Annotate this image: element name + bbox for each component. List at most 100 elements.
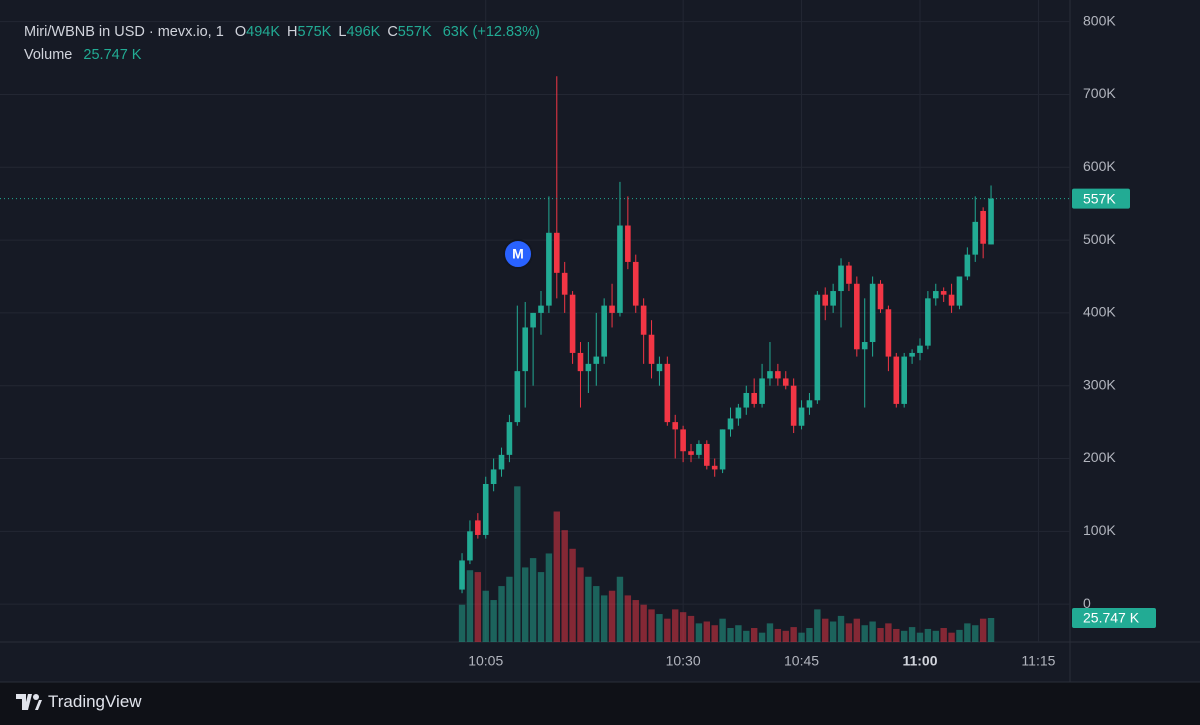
volume-bar bbox=[822, 618, 829, 642]
ohlc-value: 557K bbox=[397, 24, 432, 40]
y-tick-label: 100K bbox=[1083, 522, 1116, 538]
volume-bar bbox=[837, 615, 845, 642]
candle-body bbox=[822, 294, 829, 306]
x-tick-label: 11:15 bbox=[1021, 653, 1055, 669]
volume-bar bbox=[727, 628, 734, 642]
candle-body bbox=[838, 265, 844, 292]
volume-pane bbox=[458, 486, 995, 642]
candle-body bbox=[506, 422, 513, 455]
y-tick-label: 800K bbox=[1083, 12, 1116, 28]
y-tick-label: 600K bbox=[1083, 158, 1116, 174]
x-tick-label: 10:05 bbox=[468, 653, 503, 669]
change-value: 63K (+12.83%) bbox=[442, 24, 540, 40]
candle-body bbox=[972, 221, 979, 255]
volume-bar bbox=[829, 621, 837, 642]
volume-bar bbox=[893, 628, 900, 642]
ohlc-key: C bbox=[387, 24, 398, 40]
volume-bar bbox=[632, 600, 639, 642]
volume-bar bbox=[758, 632, 766, 642]
candle-body bbox=[775, 371, 781, 379]
volume-bar bbox=[964, 623, 971, 642]
y-tick-label: 200K bbox=[1083, 449, 1116, 465]
candle-body bbox=[767, 371, 773, 379]
volume-bar bbox=[979, 618, 987, 642]
volume-bar bbox=[869, 621, 876, 642]
candle-body bbox=[482, 484, 489, 535]
volume-bar bbox=[806, 628, 813, 642]
ohlc-key: O bbox=[234, 24, 247, 40]
volume-bar bbox=[735, 625, 742, 642]
volume-bar bbox=[600, 595, 608, 642]
volume-bar bbox=[940, 628, 947, 642]
brand-name: TradingView bbox=[48, 692, 142, 711]
candle-body bbox=[530, 312, 536, 328]
candle-body bbox=[743, 392, 750, 408]
y-tick-label: 700K bbox=[1083, 85, 1116, 101]
volume-bar bbox=[932, 630, 939, 642]
candle-body bbox=[735, 407, 742, 419]
candle-body bbox=[648, 334, 655, 364]
volume-bar bbox=[522, 567, 529, 642]
volume-bar bbox=[790, 627, 797, 642]
candle-body bbox=[522, 327, 529, 372]
volume-bar bbox=[908, 627, 916, 642]
volume-bar bbox=[529, 558, 537, 642]
volume-bar bbox=[877, 628, 884, 642]
overlay: 557K 25.747 K M bbox=[0, 188, 1156, 628]
volume-bar bbox=[861, 625, 868, 642]
volume-bar bbox=[593, 586, 600, 642]
candle-body bbox=[956, 276, 963, 306]
candle-body bbox=[475, 520, 481, 535]
candle-body bbox=[490, 469, 497, 484]
candle-body bbox=[672, 422, 679, 430]
candle-body bbox=[909, 352, 915, 357]
candle-body bbox=[538, 305, 544, 313]
candle-body bbox=[656, 363, 663, 372]
candle-body bbox=[759, 378, 765, 404]
candle-body bbox=[869, 283, 876, 343]
chart-background bbox=[0, 0, 1200, 682]
volume-bar bbox=[553, 511, 560, 642]
ohlc-legend: O494K H575K L496K C557K bbox=[228, 24, 432, 40]
volume-bar bbox=[814, 609, 821, 642]
volume-bar bbox=[987, 617, 995, 642]
event-marker bbox=[503, 239, 533, 269]
volume-bar bbox=[498, 586, 505, 642]
volume-bar bbox=[664, 618, 671, 642]
candle-body bbox=[680, 429, 686, 452]
candle-body bbox=[893, 356, 900, 404]
candle-body bbox=[640, 305, 647, 335]
volume-bar bbox=[695, 623, 703, 642]
brand: TradingView bbox=[16, 692, 142, 712]
volume-bar bbox=[514, 486, 521, 642]
volume-bar bbox=[916, 632, 924, 642]
candle-body bbox=[877, 283, 884, 310]
volume-bar bbox=[648, 609, 655, 642]
volume-bar bbox=[750, 628, 758, 642]
volume-bar bbox=[640, 604, 647, 642]
legend-row: Miri/WBNB in USD · mevx.io, 1 O494K H575K… bbox=[24, 24, 540, 40]
volume-bar bbox=[948, 632, 955, 642]
candle-body bbox=[940, 291, 947, 295]
ohlc-key: H bbox=[287, 24, 298, 40]
y-tick-label: 400K bbox=[1083, 304, 1116, 320]
symbol-title: Miri/WBNB in USD · mevx.io, 1 bbox=[24, 24, 224, 40]
volume-bar bbox=[537, 572, 545, 642]
ohlc-value: 575K bbox=[297, 24, 332, 40]
volume-bar bbox=[956, 629, 963, 642]
ohlc-key: L bbox=[338, 24, 347, 40]
volume-bar bbox=[624, 595, 632, 642]
candle-body bbox=[861, 342, 868, 350]
volume-bar bbox=[853, 618, 861, 642]
candle-body bbox=[514, 371, 521, 423]
candle-body bbox=[577, 352, 584, 372]
candle-body bbox=[585, 363, 592, 372]
volume-label: Volume bbox=[24, 47, 73, 63]
brand-logo bbox=[16, 694, 42, 710]
candle-body bbox=[980, 210, 986, 244]
volume-bar bbox=[845, 623, 853, 642]
x-tick-label: 10:30 bbox=[666, 653, 701, 669]
candle-body bbox=[790, 385, 797, 426]
candle-body bbox=[782, 378, 789, 386]
volume-tag bbox=[1072, 607, 1156, 628]
